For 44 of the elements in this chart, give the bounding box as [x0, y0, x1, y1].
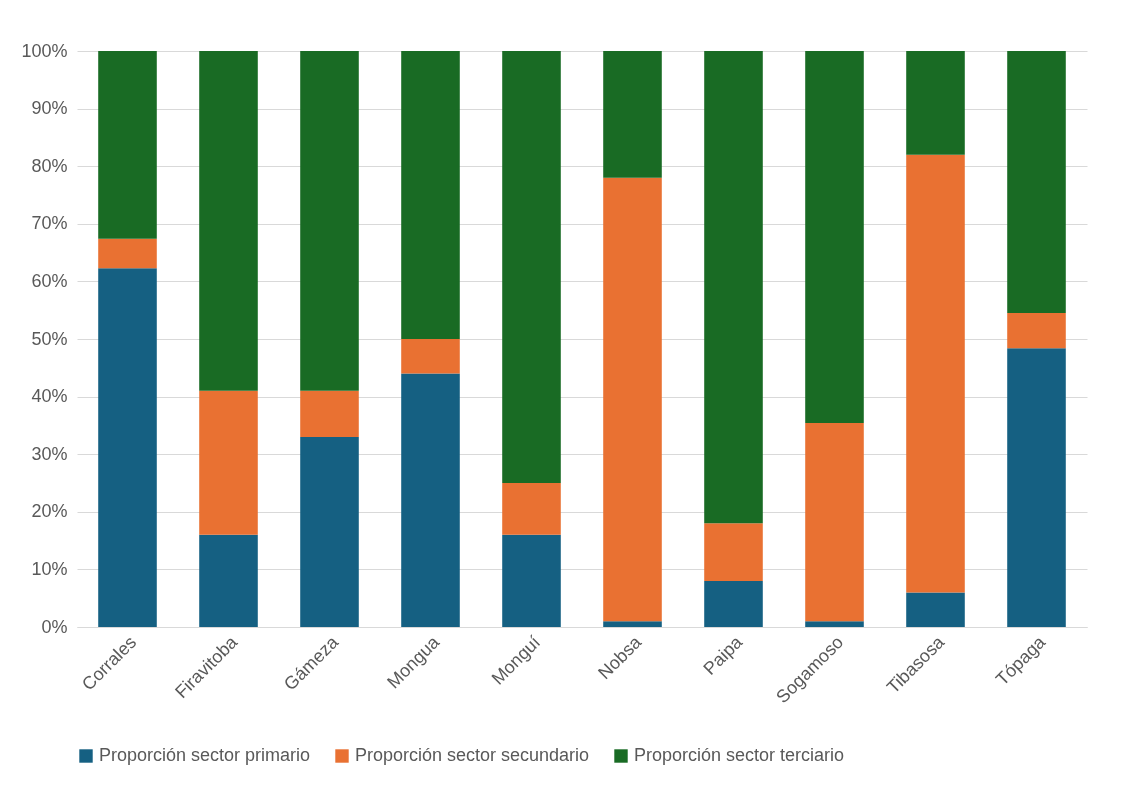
- bar: [805, 51, 864, 424]
- bar: [199, 390, 258, 535]
- bar: [300, 436, 359, 627]
- bar: [906, 592, 965, 627]
- bar: [98, 268, 157, 627]
- y-tick-label: 90%: [31, 98, 68, 119]
- bar: [704, 580, 763, 627]
- bar: [502, 534, 561, 627]
- bar: [906, 154, 965, 593]
- bar: [502, 51, 561, 483]
- legend-label: Proporción sector primario: [99, 745, 311, 765]
- bar: [1007, 51, 1066, 314]
- y-tick-label: 70%: [31, 213, 68, 234]
- bar: [199, 51, 258, 391]
- y-tick-label: 0%: [41, 616, 68, 637]
- bar: [805, 621, 864, 627]
- bar: [502, 483, 561, 535]
- bar: [603, 621, 662, 627]
- bar: [98, 238, 157, 269]
- y-tick-label: 100%: [21, 40, 68, 61]
- y-tick-label: 30%: [31, 443, 68, 464]
- bar: [603, 177, 662, 622]
- bar: [603, 51, 662, 178]
- bar: [906, 51, 965, 155]
- bar: [401, 51, 460, 339]
- y-tick-label: 80%: [31, 155, 68, 176]
- bar: [1007, 313, 1066, 349]
- bar: [300, 390, 359, 437]
- bar: [704, 51, 763, 524]
- bar: [704, 523, 763, 581]
- bar: [300, 51, 359, 391]
- y-tick-label: 50%: [31, 328, 68, 349]
- bar: [401, 339, 460, 374]
- bar: [805, 423, 864, 622]
- legend-label: Proporción sector terciario: [634, 745, 845, 765]
- y-tick-label: 10%: [31, 558, 68, 579]
- bar: [401, 373, 460, 627]
- y-tick-label: 40%: [31, 386, 68, 407]
- y-tick-label: 60%: [31, 270, 68, 291]
- legend-label: Proporción sector secundario: [355, 745, 590, 765]
- bar: [98, 51, 157, 239]
- y-tick-label: 20%: [31, 501, 68, 522]
- bar: [1007, 348, 1066, 627]
- bar: [199, 534, 258, 627]
